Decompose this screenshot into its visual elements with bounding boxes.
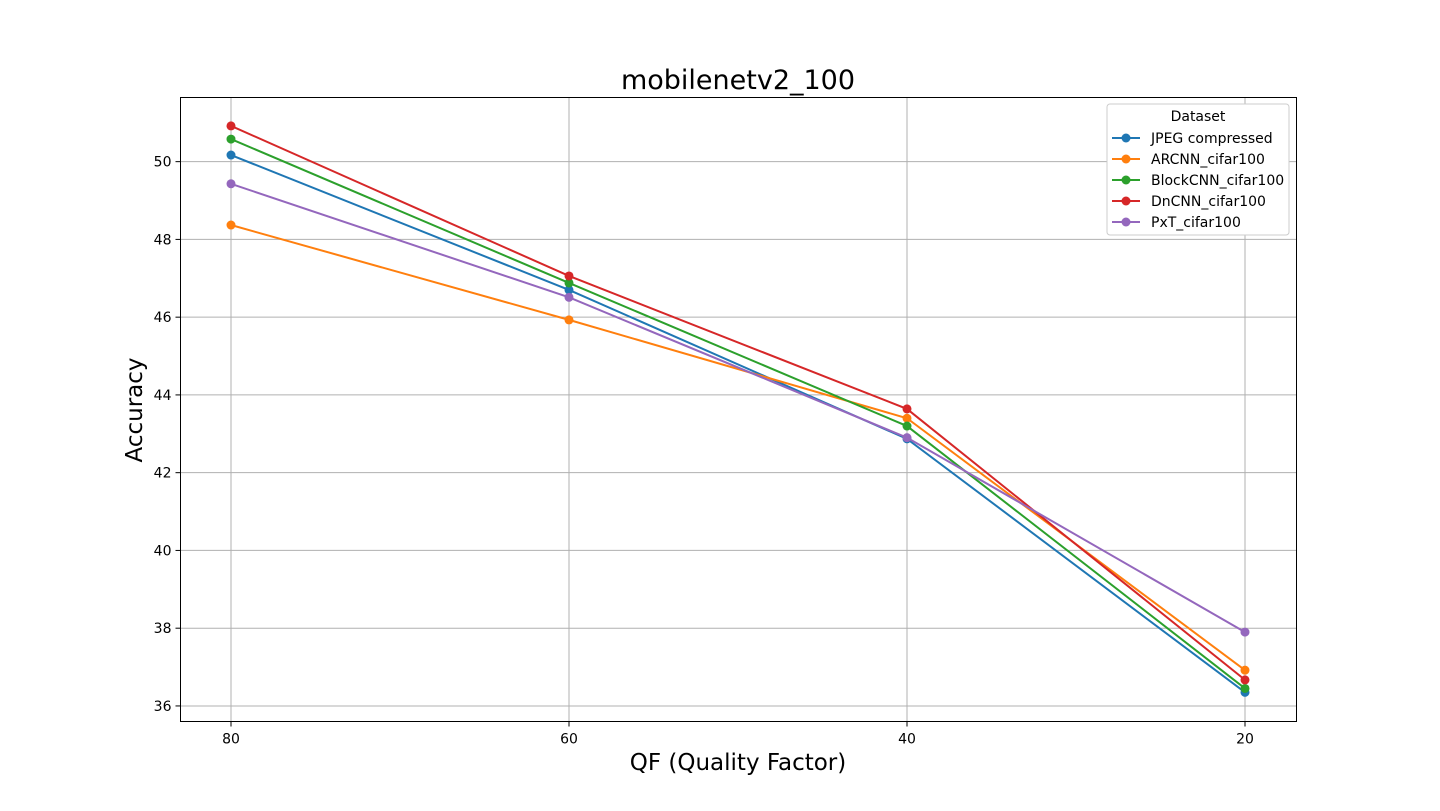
data-point [564, 278, 574, 288]
data-point [564, 271, 574, 281]
axis-ticks: 80 60 40 20 36 38 40 42 44 46 48 50 [154, 155, 1254, 748]
legend-marker [1121, 196, 1131, 206]
legend-label: JPEG compressed [1150, 131, 1273, 147]
series-line [230, 138, 1246, 690]
data-point [226, 134, 236, 144]
data-point [902, 413, 912, 423]
x-tick-label: 40 [898, 732, 916, 748]
data-point [902, 433, 912, 443]
data-point [226, 179, 236, 189]
legend-marker [1121, 154, 1131, 164]
y-tick-label: 46 [154, 310, 172, 326]
x-axis-label: QF (Quality Factor) [630, 750, 847, 776]
y-axis-label: Accuracy [122, 357, 148, 462]
data-point [1240, 683, 1250, 693]
legend-marker [1121, 133, 1131, 143]
y-tick-label: 38 [154, 621, 172, 637]
y-tick-label: 50 [154, 155, 172, 171]
plot-frame [180, 97, 1297, 722]
chart-title: mobilenetv2_100 [621, 65, 855, 96]
series-4 [226, 179, 1250, 637]
series-line [230, 124, 1246, 681]
legend-title: Dataset [1171, 109, 1226, 125]
data-point [564, 292, 574, 302]
data-point [226, 121, 236, 131]
data-point [902, 421, 912, 431]
series-lines [226, 121, 1250, 697]
series-2 [226, 134, 1250, 693]
series-3 [226, 121, 1250, 685]
legend-marker [1121, 175, 1131, 185]
data-point [226, 220, 236, 230]
y-tick-label: 48 [154, 232, 172, 248]
series-line [230, 154, 1246, 694]
grid-lines [180, 97, 1297, 722]
series-line [230, 224, 1246, 671]
data-point [226, 150, 236, 160]
x-tick-label: 80 [222, 732, 240, 748]
data-point [1240, 665, 1250, 675]
series-1 [226, 220, 1250, 675]
series-0 [226, 150, 1250, 697]
data-point [564, 285, 574, 295]
data-point [1240, 627, 1250, 637]
y-tick-label: 44 [154, 388, 172, 404]
data-point [902, 404, 912, 414]
x-tick-label: 60 [560, 732, 578, 748]
series-line [230, 182, 1246, 633]
legend: Dataset JPEG compressed ARCNN_cifar100 Blo… [1106, 103, 1290, 236]
legend-frame [1106, 103, 1290, 236]
legend-label: ARCNN_cifar100 [1151, 152, 1265, 168]
legend-label: BlockCNN_cifar100 [1151, 173, 1284, 189]
legend-label: DnCNN_cifar100 [1151, 194, 1266, 210]
data-point [1240, 675, 1250, 685]
y-tick-label: 40 [154, 543, 172, 559]
legend-marker [1121, 217, 1131, 227]
data-point [564, 315, 574, 325]
x-tick-label: 20 [1236, 732, 1254, 748]
y-tick-label: 42 [154, 466, 172, 482]
legend-label: PxT_cifar100 [1151, 215, 1241, 231]
y-tick-label: 36 [154, 699, 172, 715]
